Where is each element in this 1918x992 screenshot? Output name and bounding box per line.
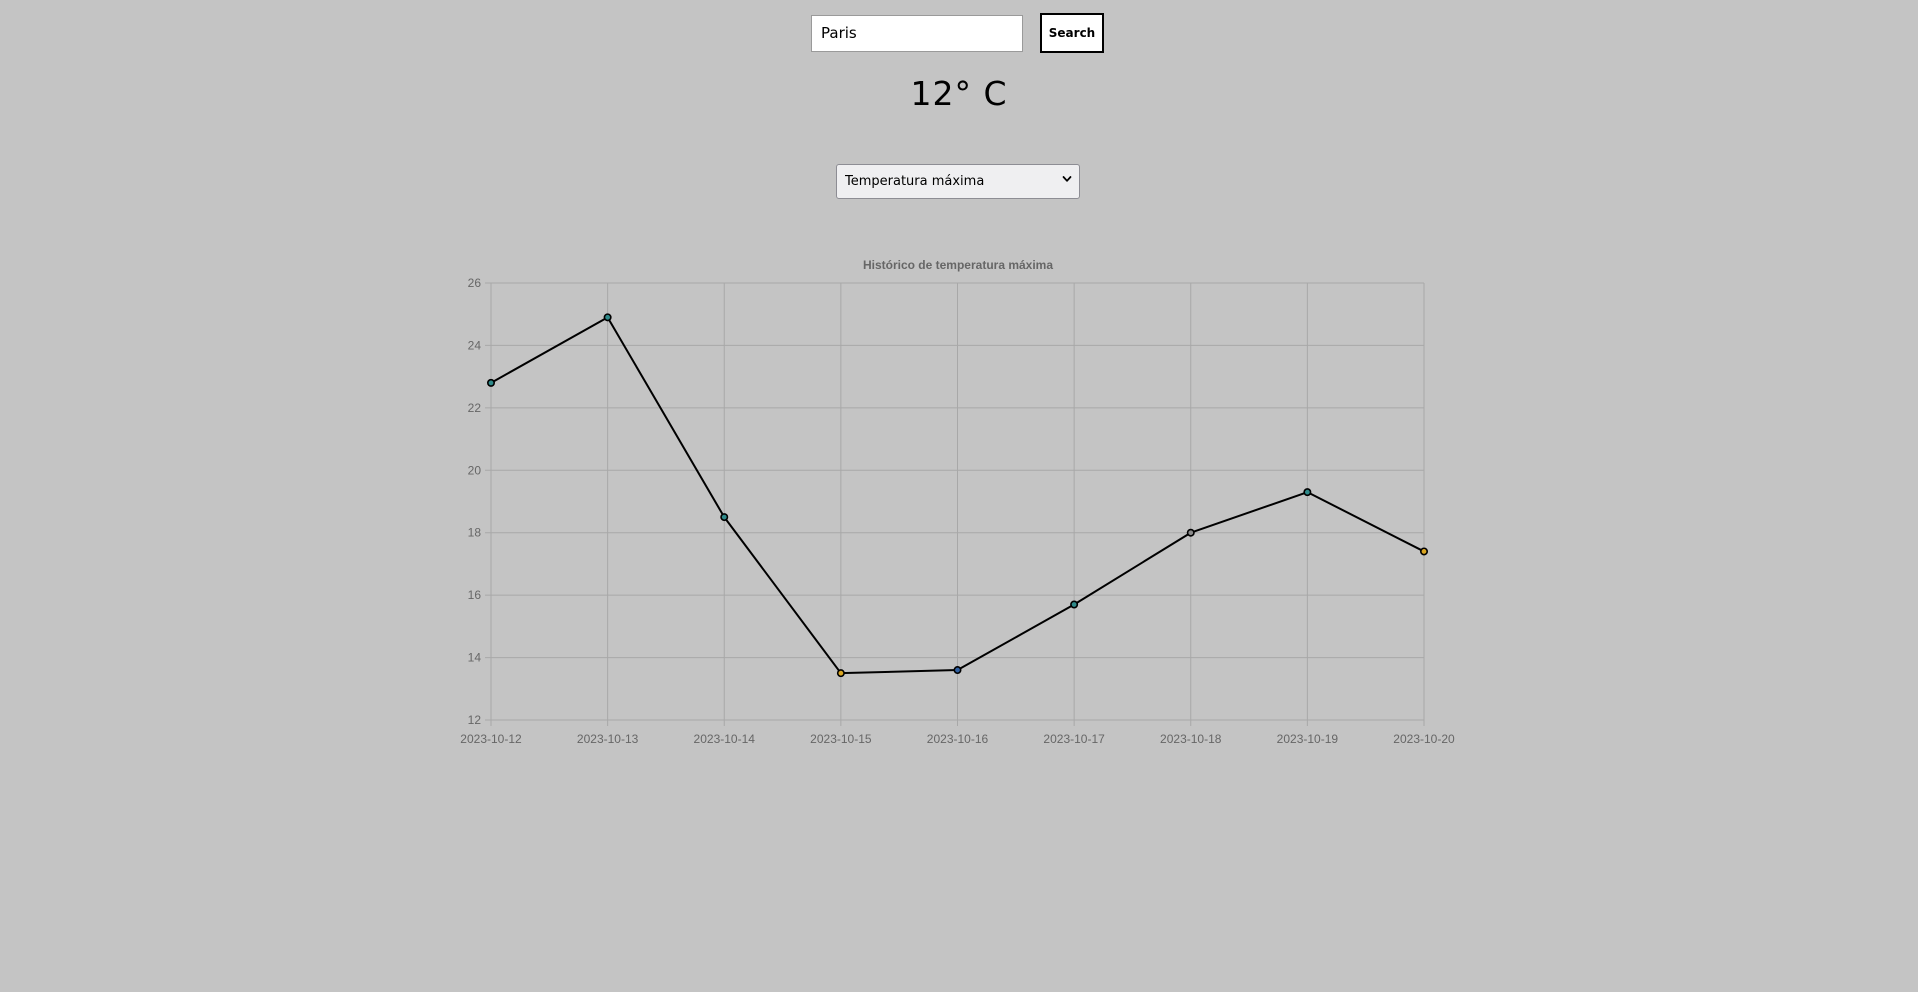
search-bar: Search: [811, 13, 1104, 53]
data-point[interactable]: [1186, 528, 1195, 537]
x-tick-label: 2023-10-13: [577, 732, 639, 746]
line-chart: Histórico de temperatura máxima 12 14 16 18…: [460, 258, 1455, 746]
data-point[interactable]: [603, 313, 612, 322]
y-tick-label: 14: [468, 651, 482, 665]
data-point[interactable]: [953, 666, 962, 675]
temperature-history-chart: Histórico de temperatura máxima 12 14 16 18…: [440, 250, 1480, 760]
data-point[interactable]: [486, 378, 495, 387]
x-tick-label: 2023-10-15: [810, 732, 872, 746]
data-point[interactable]: [1419, 547, 1428, 556]
y-tick-label: 20: [468, 463, 482, 477]
data-point[interactable]: [836, 669, 845, 678]
metric-select-wrapper: Temperatura máxima: [836, 164, 1080, 199]
data-point[interactable]: [1303, 488, 1312, 497]
chart-grid: [485, 282, 1425, 726]
x-tick-label: 2023-10-20: [1393, 732, 1455, 746]
search-button[interactable]: Search: [1040, 13, 1104, 53]
metric-select[interactable]: Temperatura máxima: [836, 164, 1080, 199]
x-tick-label: 2023-10-14: [694, 732, 756, 746]
city-search-input[interactable]: [811, 14, 1023, 52]
chart-title: Histórico de temperatura máxima: [863, 258, 1053, 272]
x-tick-label: 2023-10-16: [927, 732, 989, 746]
y-tick-label: 16: [468, 588, 482, 602]
y-tick-label: 24: [468, 338, 482, 352]
chart-axes: 12 14 16 18 20 22 24 26 2023-10-12 2023-10-13 2023…: [460, 276, 1455, 746]
x-tick-label: 2023-10-12: [460, 732, 522, 746]
x-tick-label: 2023-10-18: [1160, 732, 1222, 746]
chart-series: [486, 313, 1428, 678]
y-tick-label: 22: [468, 401, 482, 415]
x-tick-label: 2023-10-17: [1043, 732, 1105, 746]
data-point[interactable]: [720, 513, 729, 522]
data-point[interactable]: [1070, 600, 1079, 609]
x-tick-label: 2023-10-19: [1277, 732, 1339, 746]
y-tick-label: 12: [468, 713, 482, 727]
current-temperature: 12° C: [910, 74, 1008, 113]
y-tick-label: 18: [468, 526, 482, 540]
y-tick-label: 26: [468, 276, 482, 290]
